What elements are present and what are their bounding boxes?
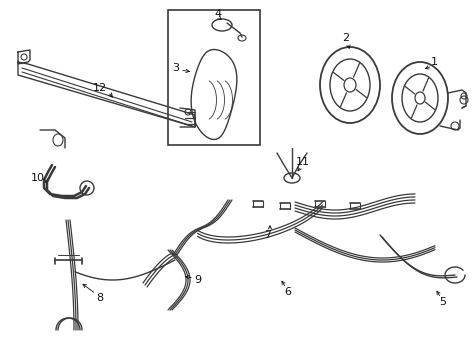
Text: 9: 9 [194, 275, 201, 285]
Text: 5: 5 [439, 297, 447, 307]
Text: 3: 3 [173, 63, 180, 73]
Text: 7: 7 [264, 230, 272, 240]
Text: 6: 6 [284, 287, 292, 297]
Text: 2: 2 [342, 33, 349, 43]
Text: 8: 8 [96, 293, 103, 303]
Text: 4: 4 [214, 9, 221, 19]
Text: 11: 11 [296, 157, 310, 167]
Text: 1: 1 [430, 57, 438, 67]
Text: 12: 12 [93, 83, 107, 93]
Text: 10: 10 [31, 173, 45, 183]
Bar [168, 10, 260, 145]
